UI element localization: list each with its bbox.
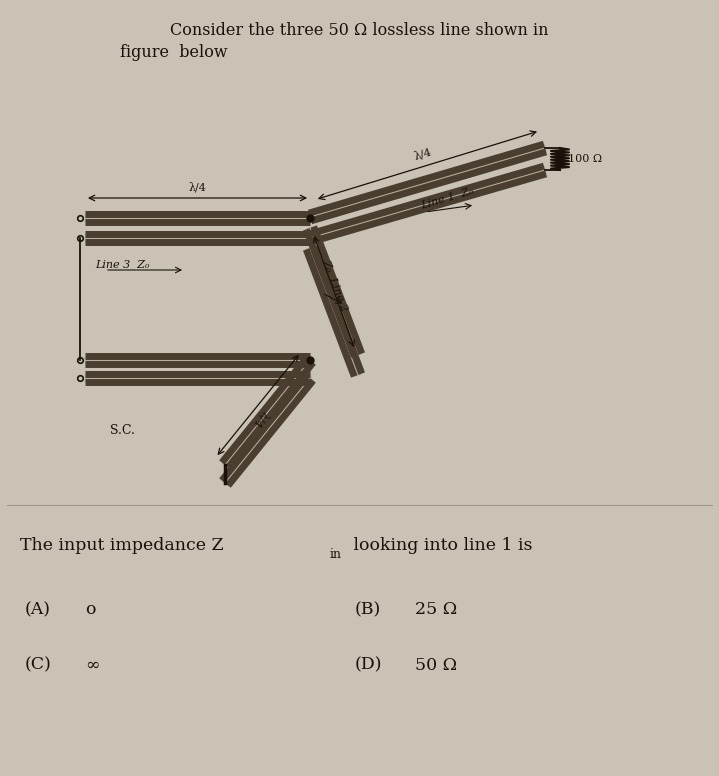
Text: Line 1  Z₀: Line 1 Z₀ [420, 185, 475, 210]
Text: S.C.: S.C. [110, 424, 135, 436]
Polygon shape [85, 214, 310, 222]
Polygon shape [306, 247, 362, 376]
Polygon shape [309, 166, 546, 242]
Text: o: o [85, 601, 96, 618]
Polygon shape [309, 144, 546, 221]
Polygon shape [222, 376, 313, 486]
Text: λ/4: λ/4 [188, 182, 206, 192]
Text: λ/4: λ/4 [413, 146, 433, 161]
Text: λ/4: λ/4 [250, 409, 270, 429]
Polygon shape [222, 358, 313, 467]
Text: (B): (B) [355, 601, 381, 618]
Text: looking into line 1 is: looking into line 1 is [348, 536, 533, 553]
Text: The input impedance Z: The input impedance Z [20, 536, 224, 553]
Text: in: in [330, 548, 342, 560]
Text: ∞: ∞ [85, 656, 99, 674]
Text: 25 Ω: 25 Ω [415, 601, 457, 618]
Text: 100 Ω: 100 Ω [568, 154, 602, 164]
Polygon shape [85, 234, 310, 242]
Text: (A): (A) [25, 601, 51, 618]
Text: Z₀  Line 2: Z₀ Line 2 [320, 258, 349, 312]
Polygon shape [306, 227, 362, 356]
Text: 50 Ω: 50 Ω [415, 656, 457, 674]
Polygon shape [85, 356, 310, 364]
Text: Line 3  Z₀: Line 3 Z₀ [95, 260, 150, 270]
Text: (D): (D) [355, 656, 383, 674]
Text: Consider the three 50 Ω lossless line shown in: Consider the three 50 Ω lossless line sh… [170, 22, 549, 39]
Text: figure  below: figure below [120, 44, 228, 61]
Polygon shape [85, 374, 310, 382]
Text: (C): (C) [25, 656, 52, 674]
